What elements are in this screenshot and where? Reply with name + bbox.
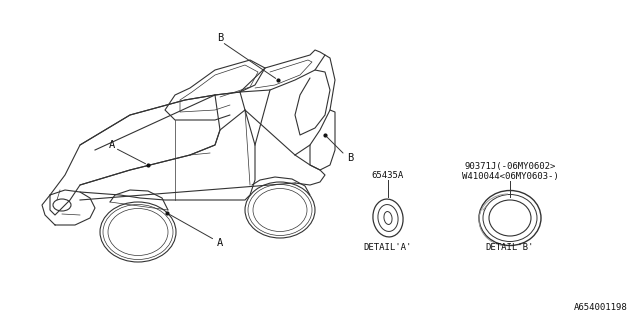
Text: 65435A: 65435A <box>372 171 404 180</box>
Text: A: A <box>217 238 223 248</box>
Text: W410044<06MY0603-): W410044<06MY0603-) <box>461 172 558 180</box>
Text: B: B <box>347 153 353 163</box>
Text: A654001198: A654001198 <box>574 303 628 313</box>
Text: DETAIL'B': DETAIL'B' <box>486 244 534 252</box>
Text: A: A <box>109 140 115 150</box>
Text: 90371J(-06MY0602>: 90371J(-06MY0602> <box>464 163 556 172</box>
Text: DETAIL'A': DETAIL'A' <box>364 244 412 252</box>
Text: B: B <box>217 33 223 43</box>
